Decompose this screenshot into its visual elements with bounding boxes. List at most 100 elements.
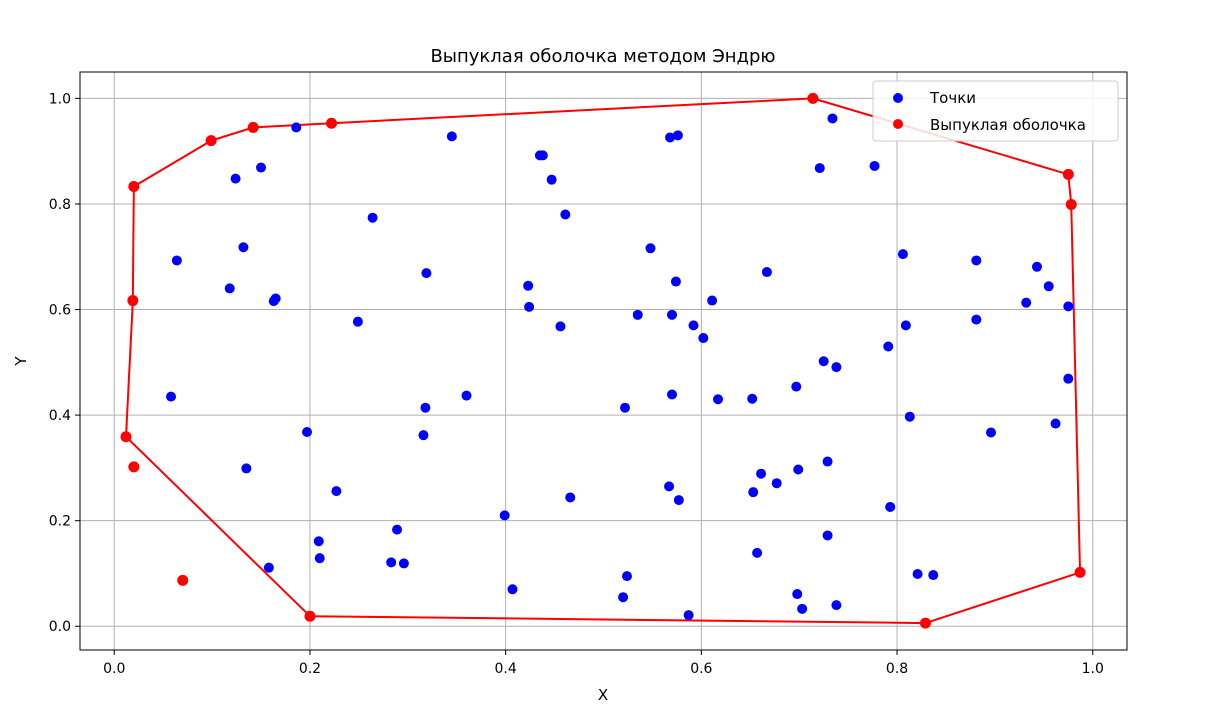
scatter-point	[256, 162, 267, 173]
hull-point	[807, 92, 819, 104]
scatter-point	[560, 209, 571, 220]
legend-label-hull: Выпуклая оболочка	[930, 116, 1086, 134]
scatter-point	[793, 464, 804, 475]
x-axis-ticks: 0.0 0.2 0.4 0.6 0.8 1.0	[103, 650, 1104, 677]
y-tick-label: 0.4	[49, 408, 71, 424]
chart-title: Выпуклая оболочка методом Эндрю	[430, 46, 775, 67]
scatter-point	[166, 391, 177, 402]
scatter-point	[620, 402, 631, 413]
x-tick-label: 0.0	[103, 661, 125, 677]
scatter-point	[313, 536, 324, 547]
scatter-point	[446, 131, 457, 142]
scatter-point	[756, 468, 767, 479]
scatter-point	[688, 320, 699, 331]
y-axis-label: Y	[12, 356, 30, 367]
scatter-point	[912, 568, 923, 579]
scatter-point	[698, 333, 709, 344]
scatter-point	[398, 558, 409, 569]
hull-point	[205, 135, 217, 147]
scatter-point	[1043, 281, 1054, 292]
scatter-point	[331, 486, 342, 497]
hull-point	[1074, 566, 1086, 578]
scatter-point	[904, 411, 915, 422]
scatter-point	[1031, 261, 1042, 272]
scatter-point	[712, 394, 723, 405]
scatter-point	[291, 122, 302, 133]
scatter-point	[897, 249, 908, 260]
scatter-point	[263, 562, 274, 573]
legend-label-points: Точки	[929, 89, 976, 107]
hull-point	[1062, 168, 1074, 180]
hull-point	[177, 574, 189, 586]
y-tick-label: 1.0	[49, 91, 71, 107]
x-tick-label: 1.0	[1082, 661, 1104, 677]
y-tick-label: 0.8	[49, 197, 71, 213]
points-layer	[127, 113, 1074, 621]
scatter-point	[524, 301, 535, 312]
hull-point	[120, 431, 132, 443]
scatter-point	[621, 571, 632, 582]
y-tick-label: 0.2	[49, 514, 71, 530]
scatter-point	[392, 524, 403, 535]
scatter-point	[507, 584, 518, 595]
scatter-point	[885, 501, 896, 512]
y-tick-label: 0.0	[49, 619, 71, 635]
scatter-point	[546, 174, 557, 185]
scatter-point	[666, 309, 677, 320]
scatter-point	[670, 276, 681, 287]
scatter-point	[673, 495, 684, 506]
scatter-point	[421, 268, 432, 279]
y-tick-label: 0.6	[49, 303, 71, 319]
scatter-point	[645, 243, 656, 254]
scatter-point	[418, 430, 429, 441]
scatter-point	[666, 389, 677, 400]
scatter-point	[352, 316, 363, 327]
hull-point	[1065, 198, 1077, 210]
legend-marker-points	[893, 93, 903, 103]
x-tick-label: 0.6	[690, 661, 712, 677]
grid-lines	[80, 72, 1127, 650]
scatter-point	[230, 173, 241, 184]
scatter-point	[883, 341, 894, 352]
hull-point	[128, 181, 140, 193]
scatter-point	[748, 487, 759, 498]
scatter-point	[565, 492, 576, 503]
scatter-point	[791, 381, 802, 392]
scatter-point	[971, 314, 982, 325]
x-tick-label: 0.8	[886, 661, 908, 677]
scatter-point	[1021, 297, 1032, 308]
scatter-point	[831, 362, 842, 373]
scatter-point	[985, 427, 996, 438]
scatter-point	[270, 293, 281, 304]
scatter-point	[664, 481, 675, 492]
scatter-point	[314, 553, 325, 564]
scatter-point	[822, 456, 833, 467]
scatter-point	[831, 600, 842, 611]
scatter-point	[420, 402, 431, 413]
hull-point	[127, 295, 139, 307]
scatter-point	[707, 295, 718, 306]
scatter-point	[818, 356, 829, 367]
scatter-point	[900, 320, 911, 331]
hull-point	[325, 117, 337, 129]
legend: Точки Выпуклая оболочка	[872, 80, 1119, 142]
hull-points-layer	[120, 92, 1086, 629]
scatter-point	[869, 160, 880, 171]
scatter-point	[771, 478, 782, 489]
scatter-point	[822, 530, 833, 541]
scatter-point	[797, 603, 808, 614]
scatter-point	[367, 212, 378, 223]
scatter-point	[537, 150, 548, 161]
scatter-point	[1063, 373, 1074, 384]
scatter-point	[241, 463, 252, 474]
scatter-point	[752, 547, 763, 558]
hull-point	[128, 461, 140, 473]
scatter-point	[224, 283, 235, 294]
scatter-point	[814, 163, 825, 174]
scatter-point	[672, 130, 683, 141]
hull-point	[919, 617, 931, 629]
scatter-point	[238, 242, 249, 253]
x-axis-label: X	[598, 686, 608, 704]
scatter-point	[827, 113, 838, 124]
